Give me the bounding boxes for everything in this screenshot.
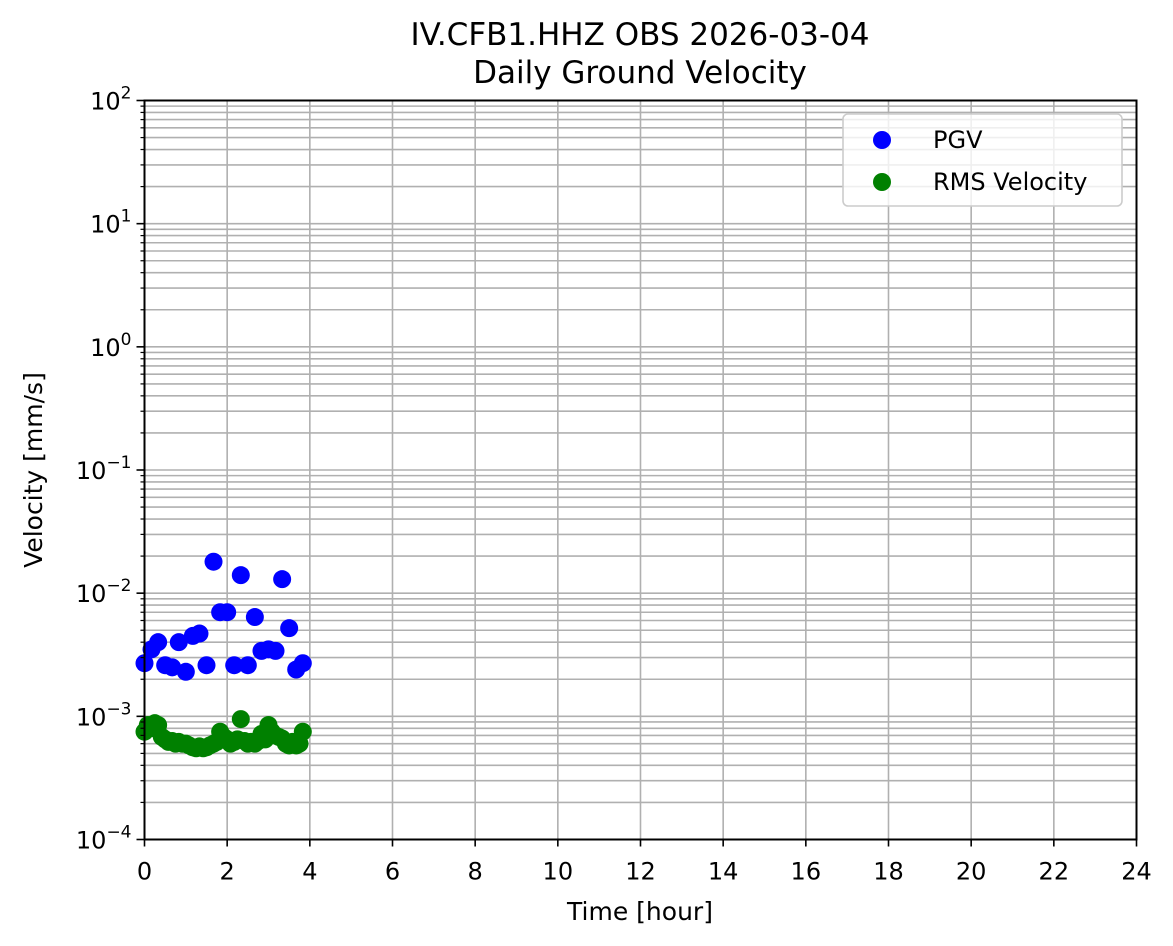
pgv-point <box>218 603 237 622</box>
pgv-point <box>176 662 195 681</box>
x-tick-label: 8 <box>468 858 483 886</box>
y-tick-label: 102 <box>90 84 131 116</box>
x-tick-label: 12 <box>625 858 656 886</box>
pgv-point <box>245 608 264 627</box>
x-tick-label: 22 <box>1039 858 1070 886</box>
rms-velocity-point <box>231 710 250 729</box>
pgv-point <box>266 641 285 660</box>
legend-label-pgv: PGV <box>933 126 983 154</box>
x-tick-label: 6 <box>385 858 400 886</box>
x-tick-label: 2 <box>220 858 235 886</box>
x-tick-label: 10 <box>543 858 574 886</box>
x-tick-label: 16 <box>791 858 822 886</box>
legend: PGV RMS Velocity <box>842 113 1123 207</box>
legend-box <box>842 113 1123 207</box>
y-tick-label: 100 <box>90 330 131 362</box>
pgv-point <box>149 633 168 652</box>
x-tick-label: 20 <box>956 858 987 886</box>
x-axis-label: Time [hour] <box>566 897 713 926</box>
chart-subtitle: Daily Ground Velocity <box>473 55 807 91</box>
pgv-series <box>135 552 312 681</box>
y-tick-label: 10−3 <box>76 699 132 731</box>
x-axis-ticks: 0 2 4 6 8 10 12 14 16 18 20 22 24 <box>137 839 1152 886</box>
y-tick-label: 10−1 <box>76 453 132 485</box>
pgv-point <box>280 619 299 638</box>
rms-velocity-point <box>293 722 312 741</box>
grid <box>143 99 1138 841</box>
y-tick-label: 101 <box>90 207 131 239</box>
rms-velocity-series <box>135 710 312 758</box>
pgv-point <box>231 566 250 585</box>
pgv-point <box>293 654 312 673</box>
pgv-point <box>225 656 244 675</box>
y-axis-label: Velocity [mm/s] <box>19 372 48 568</box>
pgv-point <box>273 570 292 589</box>
pgv-point <box>238 656 257 675</box>
pgv-point <box>190 624 209 643</box>
pgv-point <box>163 658 182 677</box>
x-tick-label: 18 <box>873 858 904 886</box>
legend-label-rms-velocity: RMS Velocity <box>933 168 1087 196</box>
y-tick-label: 10−4 <box>76 823 132 855</box>
chart-title: IV.CFB1.HHZ OBS 2026-03-04 <box>410 17 869 53</box>
x-tick-label: 0 <box>137 858 152 886</box>
pgv-point <box>204 552 223 571</box>
pgv-point <box>197 656 216 675</box>
x-tick-label: 24 <box>1121 858 1152 886</box>
x-tick-label: 4 <box>302 858 317 886</box>
y-axis-ticks: 10−4 10−3 10−2 10−1 100 101 102 <box>76 84 145 855</box>
legend-marker-pgv <box>873 131 891 149</box>
legend-marker-rms-velocity <box>873 173 891 191</box>
pgv-point <box>169 633 188 652</box>
y-tick-label: 10−2 <box>76 576 132 608</box>
x-tick-label: 14 <box>708 858 739 886</box>
